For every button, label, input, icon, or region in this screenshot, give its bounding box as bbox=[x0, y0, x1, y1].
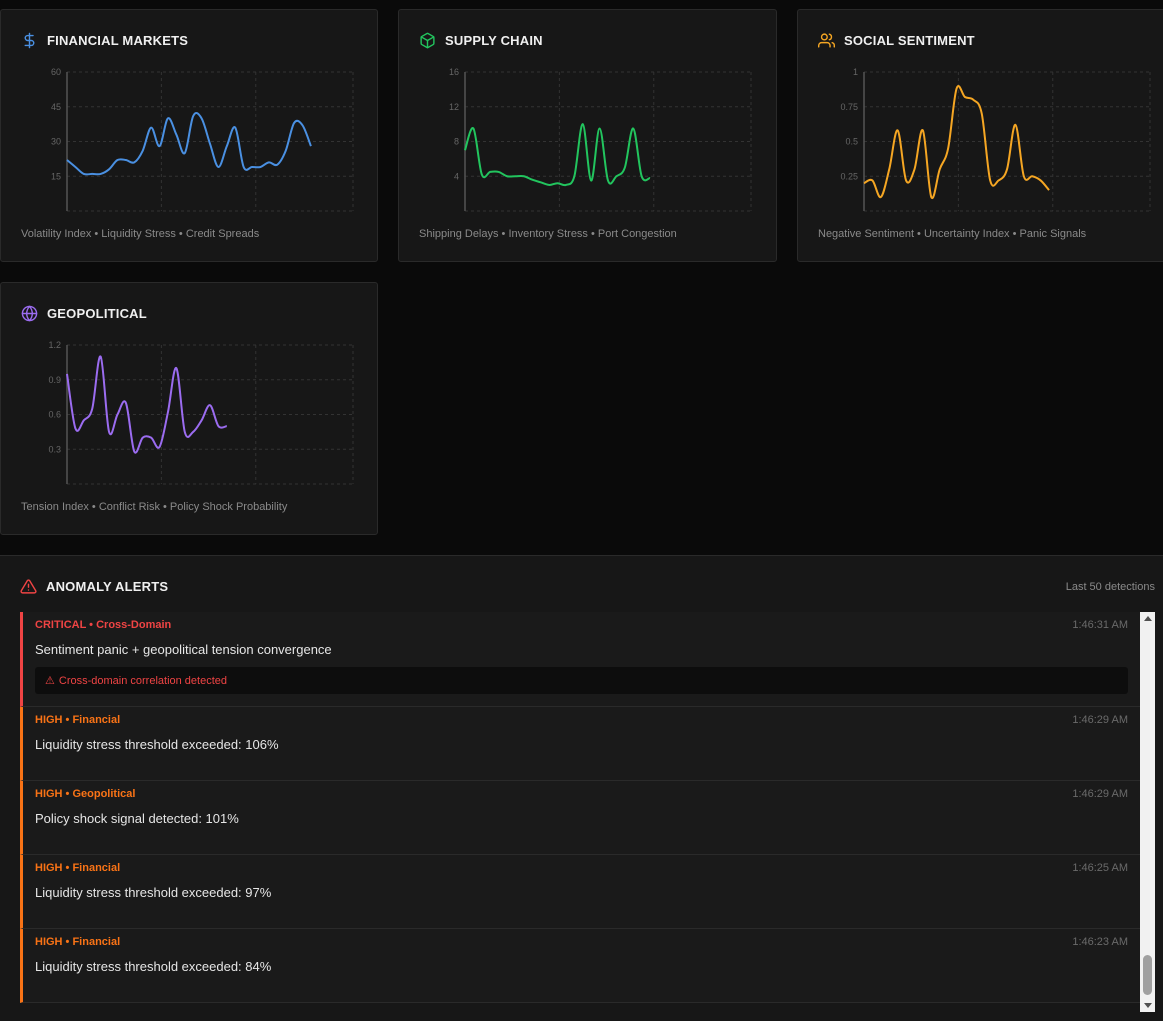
y-tick-label: 1 bbox=[853, 67, 858, 77]
alert-timestamp: 1:46:23 AM bbox=[1072, 936, 1128, 948]
panel-header: GEOPOLITICAL bbox=[21, 305, 147, 322]
panel-title: FINANCIAL MARKETS bbox=[47, 33, 189, 48]
alert-severity-label: HIGH • Financial bbox=[35, 936, 121, 948]
scroll-up-arrow-icon[interactable] bbox=[1144, 616, 1152, 621]
panel-caption: Tension Index • Conflict Risk • Policy S… bbox=[21, 501, 288, 513]
alert-item[interactable]: HIGH • Financial 1:46:23 AM Liquidity st… bbox=[20, 929, 1140, 1003]
social-chart: 0.25 0.5 0.75 1 bbox=[818, 66, 1158, 216]
series-line bbox=[863, 85, 1050, 200]
panel-caption: Volatility Index • Liquidity Stress • Cr… bbox=[21, 228, 260, 240]
y-tick-label: 1.2 bbox=[48, 340, 61, 350]
supply-chart: 4 8 12 16 bbox=[419, 66, 759, 216]
geopolitical-chart-svg: 0.3 0.6 0.9 1.2 bbox=[48, 340, 354, 485]
users-icon bbox=[818, 32, 835, 49]
y-tick-label: 0.25 bbox=[840, 171, 858, 181]
alert-timestamp: 1:46:31 AM bbox=[1072, 619, 1128, 631]
alert-severity-label: HIGH • Financial bbox=[35, 714, 121, 726]
small-warning-icon: ⚠ bbox=[45, 675, 55, 687]
anomaly-alerts-panel: ANOMALY ALERTS Last 50 detections CRITIC… bbox=[0, 555, 1163, 1021]
alert-list[interactable]: CRITICAL • Cross-Domain 1:46:31 AM Senti… bbox=[20, 612, 1140, 1012]
alert-correlation-note: ⚠ Cross-domain correlation detected bbox=[35, 667, 1128, 694]
y-tick-label: 30 bbox=[51, 137, 61, 147]
panel-title: SOCIAL SENTIMENT bbox=[844, 33, 975, 48]
alerts-count-label: Last 50 detections bbox=[1065, 581, 1155, 593]
y-tick-label: 12 bbox=[449, 102, 459, 112]
panel-caption: Negative Sentiment • Uncertainty Index •… bbox=[818, 228, 1087, 240]
series-line bbox=[464, 123, 651, 187]
social-sentiment-panel: SOCIAL SENTIMENT 0.25 0.5 0.75 1 Negative S… bbox=[797, 9, 1163, 262]
alert-item[interactable]: HIGH • Financial 1:46:29 AM Liquidity st… bbox=[20, 707, 1140, 781]
series-line bbox=[66, 355, 228, 454]
alerts-title: ANOMALY ALERTS bbox=[46, 579, 169, 594]
supply-chain-panel: SUPPLY CHAIN 4 8 12 16 Shipping Delays • In… bbox=[398, 9, 777, 262]
alert-message: Sentiment panic + geopolitical tension c… bbox=[35, 642, 332, 657]
series-line bbox=[66, 112, 312, 176]
y-tick-label: 16 bbox=[449, 67, 459, 77]
alert-timestamp: 1:46:29 AM bbox=[1072, 788, 1128, 800]
panel-header: SOCIAL SENTIMENT bbox=[818, 32, 975, 49]
alert-item[interactable]: CRITICAL • Cross-Domain 1:46:31 AM Senti… bbox=[20, 612, 1140, 707]
y-tick-label: 0.6 bbox=[48, 410, 61, 420]
alert-item[interactable]: HIGH • Financial 1:46:25 AM Liquidity st… bbox=[20, 855, 1140, 929]
financial-markets-panel: FINANCIAL MARKETS 15 30 45 60 Volatility In… bbox=[0, 9, 378, 262]
alert-severity-label: CRITICAL • Cross-Domain bbox=[35, 619, 172, 631]
y-tick-label: 15 bbox=[51, 171, 61, 181]
alert-note-text: Cross-domain correlation detected bbox=[58, 674, 228, 687]
scroll-down-arrow-icon[interactable] bbox=[1144, 1003, 1152, 1008]
panel-caption: Shipping Delays • Inventory Stress • Por… bbox=[419, 228, 677, 240]
y-tick-label: 0.9 bbox=[48, 375, 61, 385]
panel-title: GEOPOLITICAL bbox=[47, 306, 147, 321]
y-tick-label: 8 bbox=[454, 137, 459, 147]
alert-message: Liquidity stress threshold exceeded: 106… bbox=[35, 737, 279, 752]
y-tick-label: 4 bbox=[454, 171, 459, 181]
geopolitical-panel: GEOPOLITICAL 0.3 0.6 0.9 1.2 Tension Index … bbox=[0, 282, 378, 535]
scroll-thumb[interactable] bbox=[1143, 955, 1152, 995]
y-tick-label: 60 bbox=[51, 67, 61, 77]
alerts-header: ANOMALY ALERTS bbox=[20, 578, 168, 595]
supply-chart-svg: 4 8 12 16 bbox=[449, 67, 752, 212]
panel-header: FINANCIAL MARKETS bbox=[21, 32, 188, 49]
y-tick-label: 0.75 bbox=[840, 102, 858, 112]
alert-severity-label: HIGH • Geopolitical bbox=[35, 788, 136, 800]
alert-list-scrollbar[interactable] bbox=[1140, 612, 1155, 1012]
alert-severity-label: HIGH • Financial bbox=[35, 862, 121, 874]
geopolitical-chart: 0.3 0.6 0.9 1.2 bbox=[21, 339, 361, 489]
social-chart-svg: 0.25 0.5 0.75 1 bbox=[840, 67, 1151, 212]
box-icon bbox=[419, 32, 436, 49]
globe-icon bbox=[21, 305, 38, 322]
panel-title: SUPPLY CHAIN bbox=[445, 33, 543, 48]
warning-triangle-icon bbox=[20, 578, 37, 595]
alert-item[interactable]: HIGH • Geopolitical 1:46:29 AM Policy sh… bbox=[20, 781, 1140, 855]
alert-message: Policy shock signal detected: 101% bbox=[35, 811, 239, 826]
alert-timestamp: 1:46:29 AM bbox=[1072, 714, 1128, 726]
panel-header: SUPPLY CHAIN bbox=[419, 32, 543, 49]
y-tick-label: 0.3 bbox=[48, 444, 61, 454]
alert-timestamp: 1:46:25 AM bbox=[1072, 862, 1128, 874]
alert-message: Liquidity stress threshold exceeded: 84% bbox=[35, 959, 272, 974]
y-tick-label: 45 bbox=[51, 102, 61, 112]
financial-chart-svg: 15 30 45 60 bbox=[51, 67, 354, 212]
y-tick-label: 0.5 bbox=[845, 137, 858, 147]
dollar-icon bbox=[21, 32, 38, 49]
financial-chart: 15 30 45 60 bbox=[21, 66, 361, 216]
alert-message: Liquidity stress threshold exceeded: 97% bbox=[35, 885, 272, 900]
